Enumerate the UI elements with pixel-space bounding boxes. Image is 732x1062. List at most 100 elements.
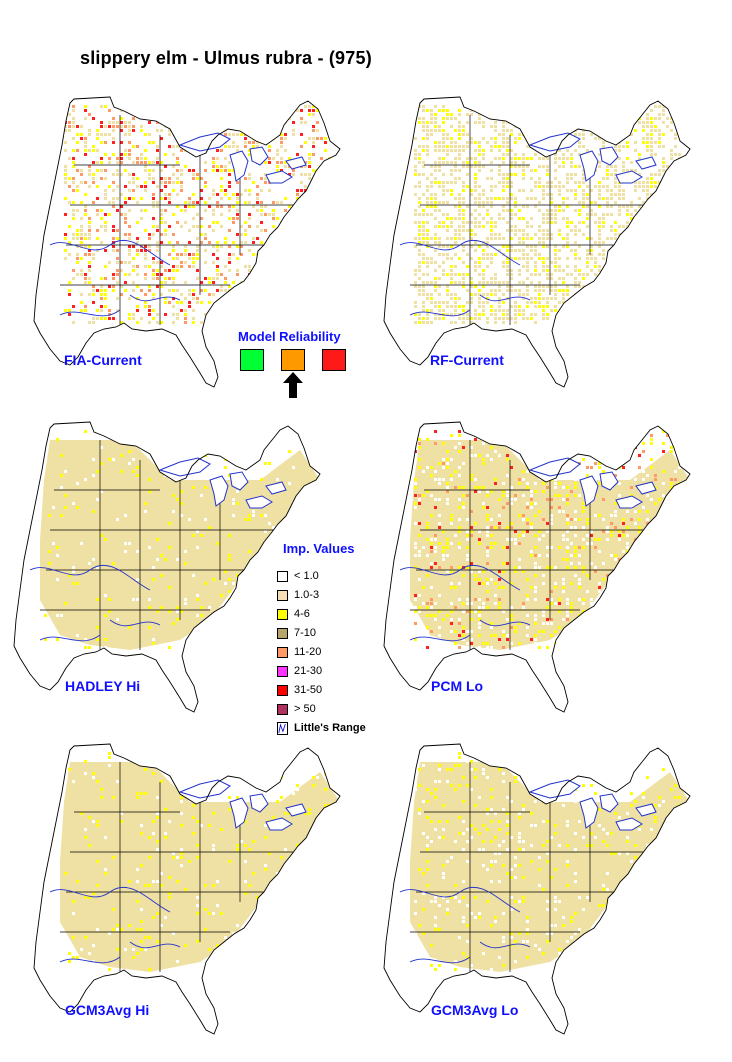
importance-cell xyxy=(450,856,453,859)
importance-cell xyxy=(180,261,183,264)
importance-cell xyxy=(308,225,311,228)
importance-cell xyxy=(252,840,255,843)
importance-cell xyxy=(650,145,653,148)
importance-cell xyxy=(156,205,159,208)
importance-cell xyxy=(212,848,215,851)
importance-cell xyxy=(276,478,279,481)
importance-cell xyxy=(128,313,131,316)
importance-cell xyxy=(618,482,621,485)
importance-cell xyxy=(260,305,263,308)
importance-cell xyxy=(566,550,569,553)
importance-cell xyxy=(220,149,223,152)
importance-cell xyxy=(558,265,561,268)
importance-cell xyxy=(526,438,529,441)
importance-cell xyxy=(434,285,437,288)
importance-cell xyxy=(120,928,123,931)
importance-cell xyxy=(236,201,239,204)
importance-cell xyxy=(454,281,457,284)
importance-cell xyxy=(232,498,235,501)
importance-cell xyxy=(650,237,653,240)
importance-cell xyxy=(248,177,251,180)
importance-cell xyxy=(510,249,513,252)
importance-cell xyxy=(276,964,279,967)
importance-cell xyxy=(64,177,67,180)
importance-cell xyxy=(530,526,533,529)
importance-cell xyxy=(188,293,191,296)
importance-cell xyxy=(638,281,641,284)
importance-cell xyxy=(264,868,267,871)
importance-cell xyxy=(434,117,437,120)
importance-cell xyxy=(276,109,279,112)
importance-cell xyxy=(526,293,529,296)
importance-cell xyxy=(140,105,143,108)
importance-cell xyxy=(470,285,473,288)
importance-cell xyxy=(244,768,247,771)
importance-cell xyxy=(422,630,425,633)
importance-cell xyxy=(558,510,561,513)
importance-cell xyxy=(84,277,87,280)
importance-cell xyxy=(450,161,453,164)
importance-cell xyxy=(562,201,565,204)
importance-cell xyxy=(252,129,255,132)
importance-cell xyxy=(112,153,115,156)
importance-cell xyxy=(92,117,95,120)
importance-cell xyxy=(316,776,319,779)
importance-cell xyxy=(634,752,637,755)
importance-cell xyxy=(248,113,251,116)
importance-cell xyxy=(490,237,493,240)
importance-cell xyxy=(458,526,461,529)
importance-cell xyxy=(590,117,593,120)
importance-cell xyxy=(152,217,155,220)
importance-cell xyxy=(622,261,625,264)
importance-cell xyxy=(414,153,417,156)
importance-cell xyxy=(228,860,231,863)
importance-cell xyxy=(510,876,513,879)
importance-cell xyxy=(248,225,251,228)
importance-cell xyxy=(446,450,449,453)
importance-cell xyxy=(522,602,525,605)
importance-cell xyxy=(96,638,99,641)
importance-cell xyxy=(490,205,493,208)
importance-cell xyxy=(450,586,453,589)
importance-cell xyxy=(670,173,673,176)
importance-cell xyxy=(442,221,445,224)
importance-cell xyxy=(446,217,449,220)
importance-cell xyxy=(482,149,485,152)
importance-cell xyxy=(112,317,115,320)
importance-cell xyxy=(184,442,187,445)
importance-cell xyxy=(188,860,191,863)
importance-cell xyxy=(590,470,593,473)
importance-cell xyxy=(602,776,605,779)
importance-cell xyxy=(72,321,75,324)
importance-cell xyxy=(650,129,653,132)
importance-cell xyxy=(328,816,331,819)
importance-cell xyxy=(610,281,613,284)
importance-cell xyxy=(650,245,653,248)
importance-cell xyxy=(320,109,323,112)
importance-cell xyxy=(104,197,107,200)
importance-cell xyxy=(84,760,87,763)
importance-cell xyxy=(434,113,437,116)
importance-cell xyxy=(566,285,569,288)
importance-cell xyxy=(626,526,629,529)
importance-cell xyxy=(232,454,235,457)
importance-cell xyxy=(658,105,661,108)
importance-cell xyxy=(490,860,493,863)
importance-cell xyxy=(430,474,433,477)
importance-cell xyxy=(438,526,441,529)
importance-cell xyxy=(586,257,589,260)
importance-cell xyxy=(654,221,657,224)
importance-cell xyxy=(542,614,545,617)
importance-cell xyxy=(542,952,545,955)
importance-cell xyxy=(530,844,533,847)
importance-cell xyxy=(128,317,131,320)
importance-cell xyxy=(128,129,131,132)
importance-cell xyxy=(192,317,195,320)
importance-cell xyxy=(418,924,421,927)
importance-cell xyxy=(526,105,529,108)
importance-cell xyxy=(534,265,537,268)
importance-cell xyxy=(642,277,645,280)
importance-cell xyxy=(296,153,299,156)
importance-cell xyxy=(220,129,223,132)
importance-cell xyxy=(554,213,557,216)
